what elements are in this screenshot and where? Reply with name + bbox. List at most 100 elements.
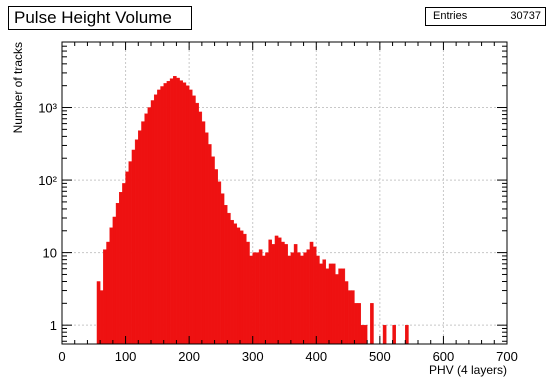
histogram-bar <box>106 241 110 345</box>
y-axis-label: Number of tracks <box>11 42 25 133</box>
histogram-bar <box>293 244 298 345</box>
histogram-bar <box>354 303 358 345</box>
histogram-bar <box>242 233 247 345</box>
histogram-bar <box>322 259 327 345</box>
histogram-bar <box>150 100 155 345</box>
axis-ticks <box>61 41 508 344</box>
histogram-bar <box>351 290 355 345</box>
histogram-bar <box>119 192 123 345</box>
histogram-bar <box>160 86 164 345</box>
histogram-bar <box>163 83 168 345</box>
y-tick-label: 10³ <box>38 101 57 116</box>
histogram-bar <box>287 255 292 345</box>
x-tick-label: 300 <box>242 349 264 364</box>
histogram-bar <box>277 237 282 345</box>
histogram-bar <box>109 227 114 345</box>
histogram-bar <box>144 113 149 345</box>
histogram-bar <box>297 252 301 345</box>
histogram-bar <box>255 252 260 345</box>
histogram-bar <box>316 255 320 345</box>
histogram-bar <box>331 263 336 345</box>
histogram-bar <box>192 95 196 345</box>
histogram-bar <box>252 252 257 345</box>
histogram-bar <box>338 268 342 345</box>
histogram-bar <box>239 230 244 345</box>
histogram-bar <box>360 324 365 345</box>
histogram-bar <box>300 255 304 345</box>
histogram-bar <box>128 161 133 345</box>
histogram-bar <box>182 82 187 345</box>
histogram-bar <box>370 303 374 345</box>
histogram-bar <box>112 216 117 345</box>
histogram-bar <box>211 156 215 345</box>
histogram-bar <box>220 193 225 345</box>
y-tick-label: 10² <box>38 173 57 188</box>
histogram-bar <box>233 223 238 345</box>
histogram-bar <box>188 89 193 345</box>
histogram-bar <box>198 111 203 345</box>
histogram-bar <box>268 239 272 345</box>
histogram-bar <box>103 249 107 345</box>
histogram-bar <box>166 81 171 345</box>
histogram-bar <box>236 227 241 345</box>
histogram-bar <box>312 246 317 345</box>
histogram-bar <box>125 171 129 345</box>
histogram-bar <box>176 77 180 345</box>
histogram-bar <box>319 263 323 345</box>
histogram-bar <box>131 149 136 345</box>
histogram-bar <box>179 80 183 345</box>
histogram-bar <box>230 219 234 345</box>
x-tick-label: 400 <box>305 349 327 364</box>
histogram-bar <box>281 241 285 345</box>
plot-border <box>61 41 508 345</box>
histogram-bar <box>223 205 228 345</box>
histogram-bar <box>325 268 330 345</box>
tick-labels: 0 100 200 300 400 500 600 700 1 10 10² 10³ <box>38 101 518 364</box>
histogram-bar <box>138 130 142 345</box>
histogram-bar <box>274 235 279 345</box>
histogram-bar <box>265 252 269 345</box>
histogram-bar <box>122 183 126 345</box>
x-axis-label: PHV (4 layers) <box>429 363 507 377</box>
histogram-bar <box>335 274 339 345</box>
histogram-bar <box>271 244 276 345</box>
histogram-bar <box>290 252 295 345</box>
histogram-bar <box>201 121 206 345</box>
histogram-bar <box>157 89 161 345</box>
histogram-bar <box>347 290 352 345</box>
histogram-bar <box>262 255 266 345</box>
histogram-bar <box>309 241 314 345</box>
histogram-bar <box>153 94 158 345</box>
histogram-bar <box>258 249 263 345</box>
histogram-bar <box>173 76 177 345</box>
stats-entries-label: Entries <box>433 10 468 22</box>
histogram-bar <box>147 107 152 345</box>
x-tick-label: 200 <box>178 349 200 364</box>
histogram-bar <box>357 303 361 345</box>
histogram-bar <box>141 121 145 345</box>
y-tick-label: 1 <box>50 318 57 333</box>
x-tick-label: 0 <box>58 349 65 364</box>
y-tick-label: 10 <box>43 246 57 261</box>
histogram-bar <box>246 241 250 345</box>
histogram-bar <box>99 290 104 345</box>
histogram-bar <box>382 324 387 345</box>
x-tick-label: 600 <box>433 349 455 364</box>
histogram-bar <box>204 132 209 345</box>
histogram-bar <box>249 255 253 345</box>
histogram-bar <box>214 169 218 345</box>
histogram-bar <box>208 144 212 345</box>
histogram-bar <box>115 202 120 345</box>
x-tick-label: 700 <box>496 349 518 364</box>
chart-title: Pulse Height Volume <box>8 6 192 30</box>
histogram-bar <box>328 263 333 345</box>
stats-entries-value: 30737 <box>510 10 541 22</box>
x-tick-label: 500 <box>369 349 391 364</box>
histogram-bar <box>303 252 307 345</box>
histogram-bar <box>185 85 190 345</box>
histogram-bar <box>217 181 222 345</box>
stats-box: Entries 30737 <box>425 7 546 26</box>
histogram-bar <box>134 139 139 345</box>
histogram-bar <box>227 212 231 345</box>
